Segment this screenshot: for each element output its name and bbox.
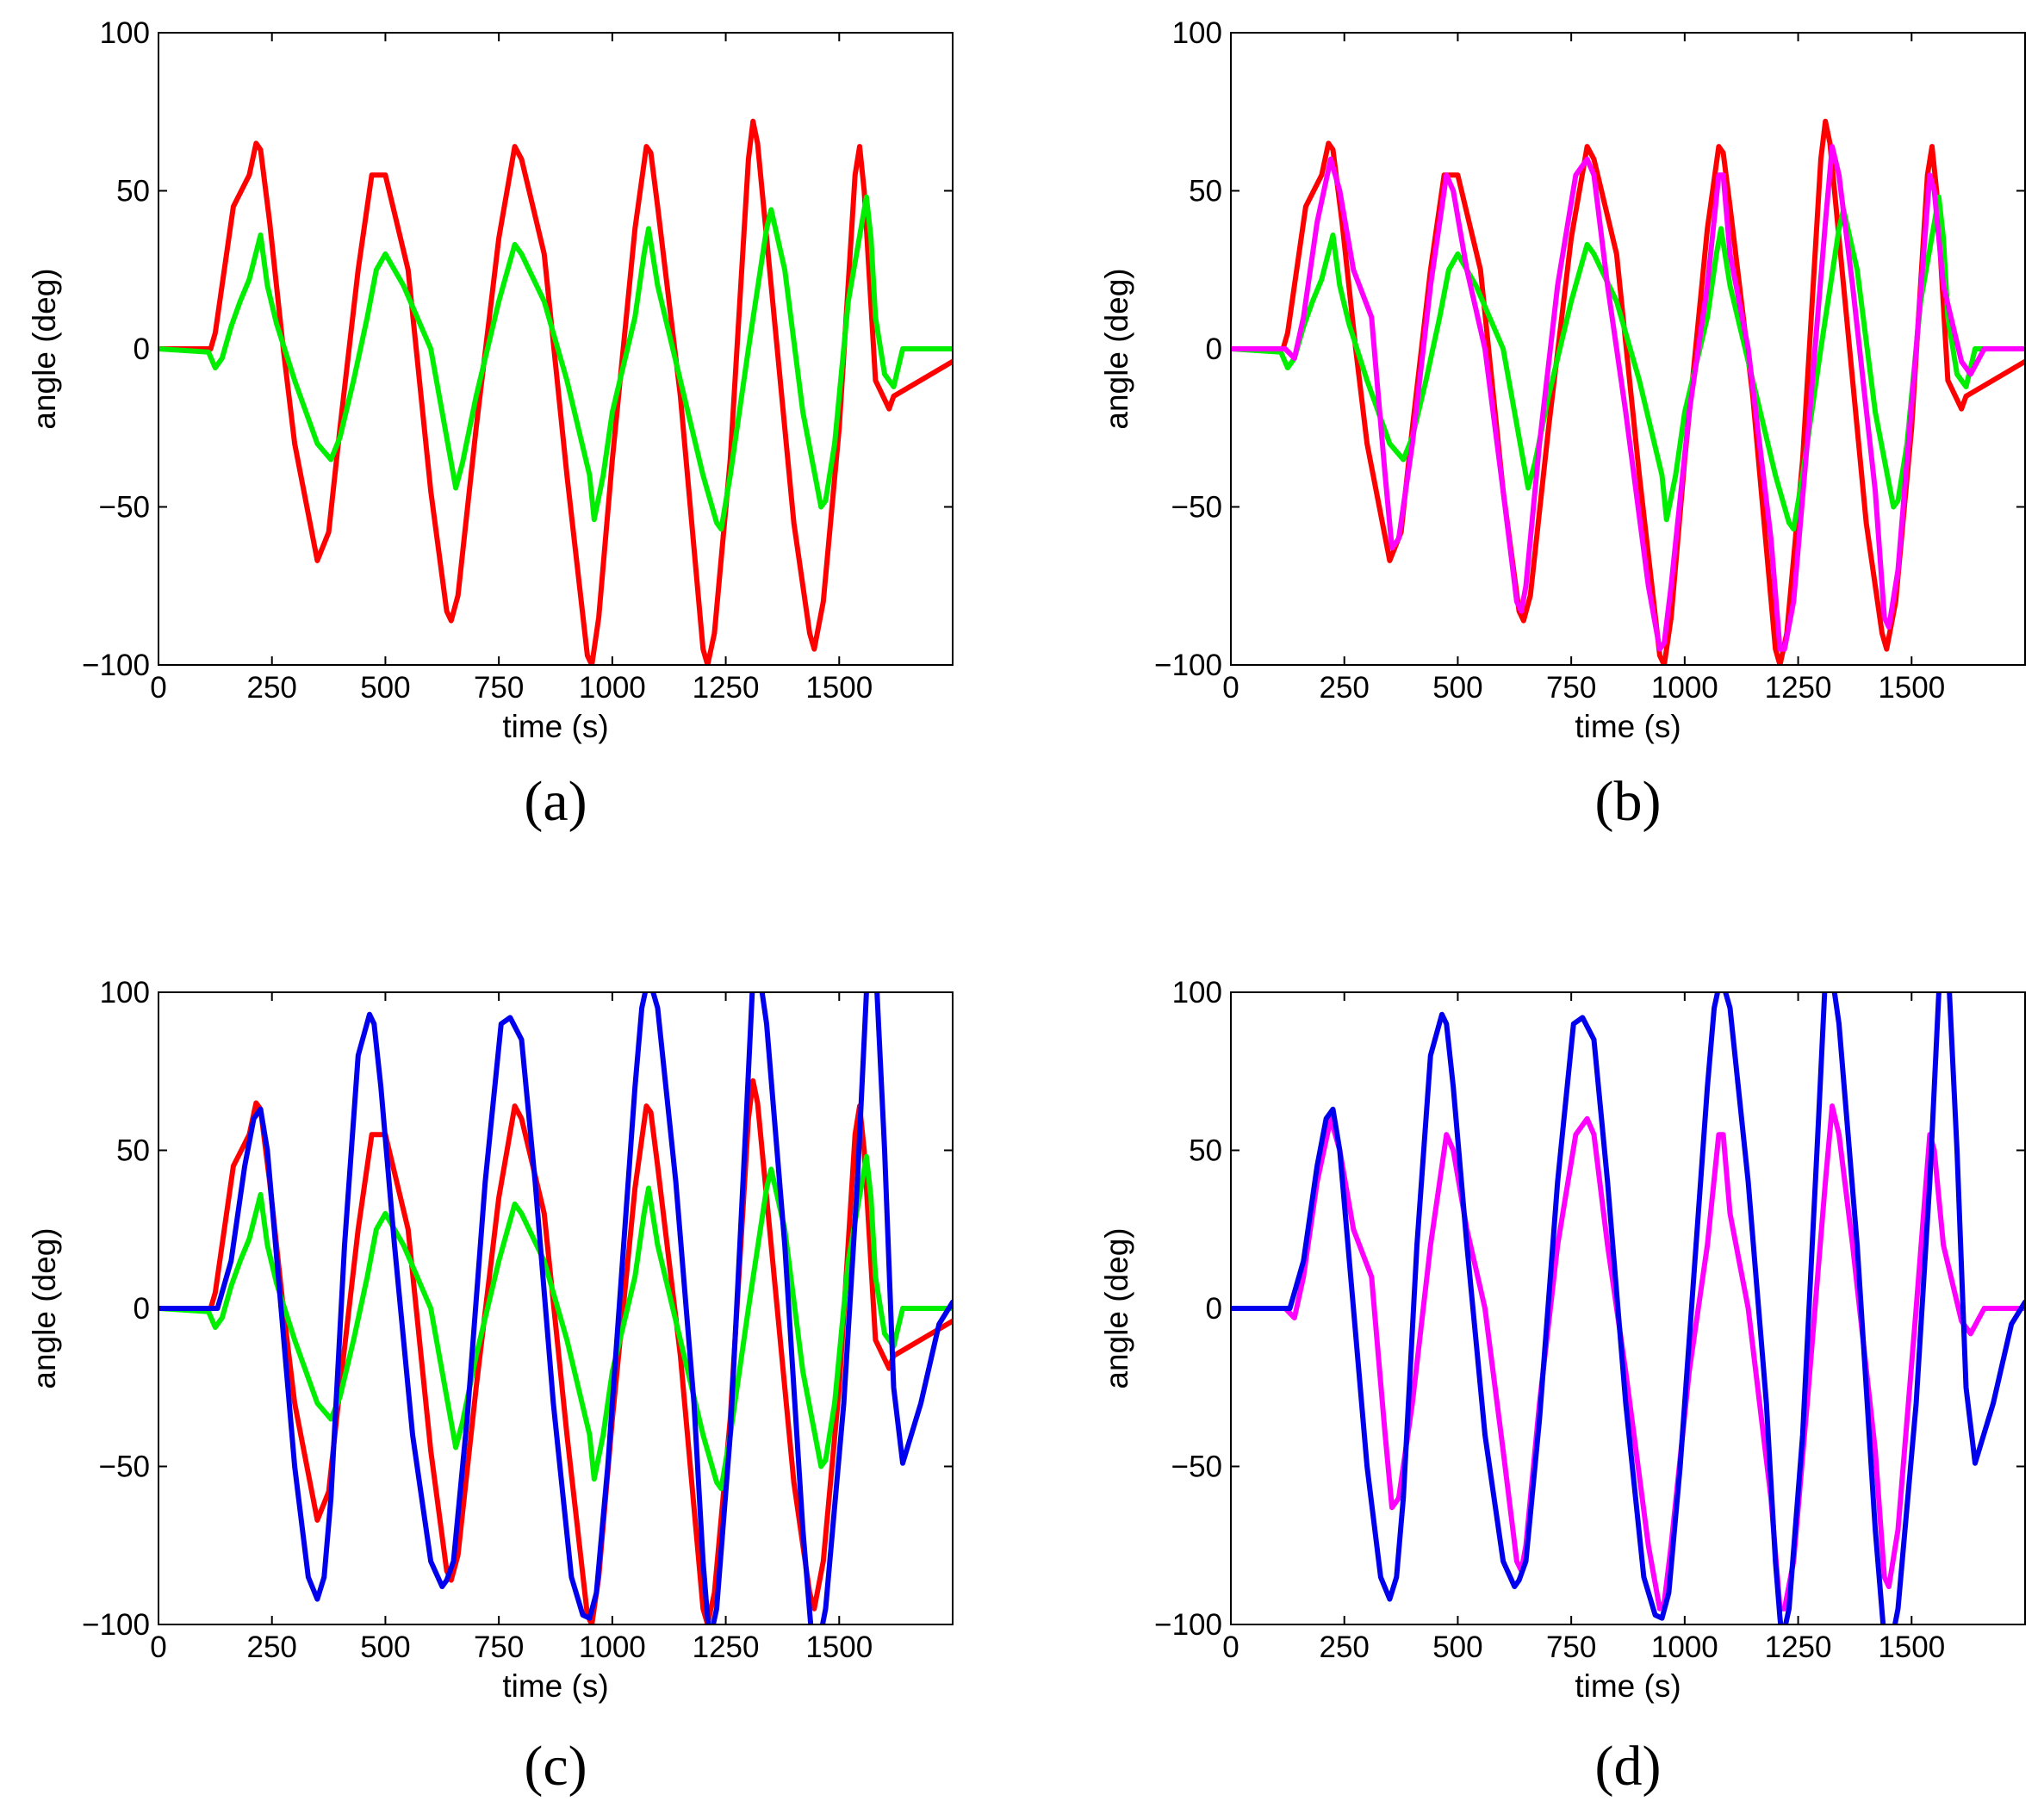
axes-box [1230, 991, 2026, 1625]
x-axis-label: time (s) [1575, 1668, 1681, 1704]
series-line-magenta [1231, 1103, 2025, 1612]
x-tick-label: 0 [150, 1631, 166, 1664]
y-tick-label: −50 [99, 1450, 150, 1484]
panel-d: 0 250 500 750 1000 1250 1500 −100 −50 0 50 100 time … [1099, 976, 2026, 1798]
y-tick-label: 100 [1172, 16, 1222, 50]
y-tick-label: 0 [134, 1292, 150, 1326]
series-line-green [158, 1153, 953, 1492]
y-tick-label: 100 [1172, 976, 1222, 1009]
x-tick-label: 1250 [1765, 671, 1832, 705]
y-tick-label: 0 [134, 332, 150, 366]
x-tick-label: 1500 [1878, 671, 1945, 705]
x-tick-label: 1500 [805, 671, 873, 705]
axes-frame [1230, 32, 2026, 666]
y-tick-label: 50 [1189, 175, 1222, 208]
panel-a: 0 250 500 750 1000 1250 1500 −100 −50 0 50 100 time … [27, 16, 954, 833]
x-tick-label: 750 [474, 1631, 524, 1664]
axes-frame [158, 991, 954, 1625]
x-tick-label: 750 [1546, 671, 1596, 705]
y-tick-label: 100 [100, 16, 150, 50]
x-tick-label: 750 [474, 671, 524, 705]
x-tick-label: 1250 [693, 1631, 760, 1664]
x-tick-label: 1000 [579, 671, 646, 705]
x-tick-label: 250 [247, 1631, 297, 1664]
panel-caption: (c) [524, 1735, 587, 1798]
y-tick-label: 50 [116, 175, 150, 208]
y-tick-label: −100 [1154, 649, 1222, 682]
y-tick-label: −100 [1154, 1608, 1222, 1642]
x-tick-label: 1500 [1878, 1631, 1945, 1664]
axes-frame [1230, 991, 2026, 1625]
series-line-green [1231, 194, 2025, 532]
series-line-red [1231, 118, 2025, 665]
panel-c: 0 250 500 750 1000 1250 1500 −100 −50 0 50 100 time … [27, 976, 954, 1798]
y-axis-label: angle (deg) [1099, 268, 1134, 429]
x-tick-label: 1000 [1651, 671, 1718, 705]
panel-caption: (b) [1595, 770, 1662, 833]
panel-b: 0 250 500 750 1000 1250 1500 −100 −50 0 50 100 time … [1099, 16, 2026, 833]
y-tick-label: −50 [1171, 491, 1222, 525]
x-axis-label: time (s) [502, 709, 608, 744]
y-tick-label: 100 [100, 976, 150, 1009]
y-tick-label: 50 [116, 1134, 150, 1168]
y-tick-label: −50 [1171, 1450, 1222, 1484]
x-tick-label: 1000 [1651, 1631, 1718, 1664]
y-tick-label: −100 [82, 649, 150, 682]
series-line-blue [158, 992, 953, 1624]
y-axis-label: angle (deg) [1099, 1227, 1134, 1388]
x-tick-label: 500 [360, 1631, 410, 1664]
x-axis-label: time (s) [1575, 709, 1681, 744]
series-line-red [158, 118, 953, 665]
x-tick-label: 250 [247, 671, 297, 705]
y-tick-label: −100 [82, 1608, 150, 1642]
y-axis-label: angle (deg) [27, 1227, 62, 1388]
x-axis-label: time (s) [502, 1668, 608, 1704]
x-tick-label: 1500 [805, 1631, 873, 1664]
x-tick-label: 500 [1432, 1631, 1482, 1664]
y-tick-label: 0 [1206, 1292, 1222, 1326]
panel-caption: (a) [524, 770, 587, 833]
y-tick-label: −50 [99, 491, 150, 525]
x-tick-label: 1250 [1765, 1631, 1832, 1664]
x-tick-label: 750 [1546, 1631, 1596, 1664]
x-tick-label: 500 [360, 671, 410, 705]
y-axis-label: angle (deg) [27, 268, 62, 429]
axes-frame [158, 32, 954, 666]
x-tick-label: 250 [1320, 1631, 1370, 1664]
x-tick-label: 0 [150, 671, 166, 705]
series-line-blue [1231, 992, 2025, 1624]
panel-caption: (d) [1595, 1735, 1662, 1798]
x-tick-label: 0 [1222, 671, 1239, 705]
x-tick-label: 0 [1222, 1631, 1239, 1664]
series-line-green [158, 194, 953, 532]
x-tick-label: 250 [1320, 671, 1370, 705]
y-tick-label: 50 [1189, 1134, 1222, 1168]
x-tick-label: 1000 [579, 1631, 646, 1664]
x-tick-label: 500 [1432, 671, 1482, 705]
y-tick-label: 0 [1206, 332, 1222, 366]
series-line-magenta [1231, 144, 2025, 652]
x-tick-label: 1250 [693, 671, 760, 705]
